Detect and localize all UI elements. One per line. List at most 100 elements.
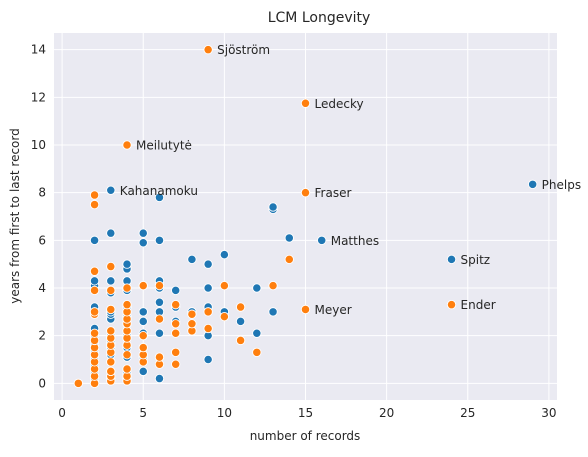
y-tick-label: 12 [31,90,46,104]
data-point-orange [235,335,246,346]
x-tick-label: 25 [460,406,475,420]
data-point-blue [138,307,148,317]
data-point-orange [446,300,457,310]
x-tick-label: 20 [379,406,394,420]
data-point-orange [219,280,230,291]
point-annotation: Matthes [331,234,379,248]
data-point-orange [154,352,165,362]
data-point-blue [219,249,230,260]
data-point-blue [154,328,165,338]
data-point-orange [203,323,213,334]
tick-labels: 0 5 10 15 20 25 30 0 2 4 6 8 10 12 14 [31,43,557,420]
data-point-blue [154,297,165,307]
data-point-orange [187,319,197,329]
data-point-orange [122,364,132,374]
data-point-orange [300,188,311,198]
x-axis-label: number of records [250,429,361,443]
data-point-orange [89,199,100,210]
data-point-orange [106,366,116,377]
data-point-orange [106,304,116,315]
data-point-blue [106,228,116,238]
data-point-orange [219,311,230,322]
data-point-blue [187,254,197,265]
data-point-blue [138,316,148,327]
data-point-blue [89,276,100,286]
data-point-orange [187,309,197,319]
data-point-orange [203,45,213,55]
y-tick-label: 4 [38,281,46,295]
x-tick-label: 0 [58,406,66,420]
data-point-orange [122,140,132,150]
y-tick-label: 6 [38,233,46,247]
data-point-orange [171,359,181,369]
data-point-orange [73,378,83,388]
data-point-orange [89,307,100,317]
point-annotation: Phelps [542,178,581,192]
data-point-orange [106,326,116,336]
point-annotation: Meyer [315,303,352,317]
data-point-orange [122,350,132,360]
data-point-blue [138,228,148,238]
data-point-orange [122,300,132,310]
data-point-orange [171,319,181,329]
data-point-orange [138,331,148,341]
y-tick-label: 10 [31,138,46,152]
data-point-orange [122,283,132,293]
x-tick-label: 30 [541,406,556,420]
data-point-blue [106,276,116,286]
data-point-orange [106,357,116,367]
y-axis-label: years from first to last record [8,128,22,304]
data-point-blue [252,283,262,293]
data-point-blue [89,235,100,245]
data-points [73,45,538,388]
data-point-blue [203,354,213,365]
data-point-orange [106,285,116,296]
data-point-orange [300,98,311,108]
data-point-orange [300,304,311,315]
data-point-blue [122,259,132,269]
data-point-orange [154,280,165,291]
data-point-blue [284,233,294,243]
data-point-orange [138,280,148,291]
data-point-blue [138,366,148,377]
point-annotation: Ender [461,298,496,312]
data-point-blue [106,185,116,195]
data-point-blue [203,283,213,293]
data-point-blue [446,254,457,265]
data-point-blue [252,328,262,338]
data-point-orange [89,285,100,296]
point-annotation: Spitz [461,253,491,267]
x-tick-label: 10 [217,406,232,420]
data-point-blue [317,235,327,245]
data-point-orange [138,342,148,353]
point-annotation: Sjöström [217,43,270,57]
data-point-blue [528,179,538,189]
data-point-blue [171,285,181,296]
data-point-orange [171,300,181,310]
y-tick-label: 2 [38,329,46,343]
point-annotation: Fraser [315,186,352,200]
data-point-blue [154,235,165,245]
point-annotation: Ledecky [315,97,364,111]
data-point-orange [106,261,116,272]
data-point-orange [252,347,262,357]
y-tick-label: 14 [31,43,46,57]
data-point-orange [284,254,294,265]
data-point-orange [154,314,165,324]
data-point-blue [235,316,246,327]
data-point-orange [89,190,100,200]
point-annotation: Kahanamoku [120,184,198,198]
data-point-orange [235,302,246,312]
data-point-orange [171,347,181,357]
y-tick-label: 8 [38,186,46,200]
chart-title: LCM Longevity [268,10,371,26]
data-point-blue [154,192,165,203]
data-point-blue [138,238,148,248]
data-point-blue [268,307,278,317]
data-point-blue [203,259,213,269]
data-point-orange [171,328,181,338]
data-point-orange [89,266,100,276]
data-point-orange [268,280,278,291]
